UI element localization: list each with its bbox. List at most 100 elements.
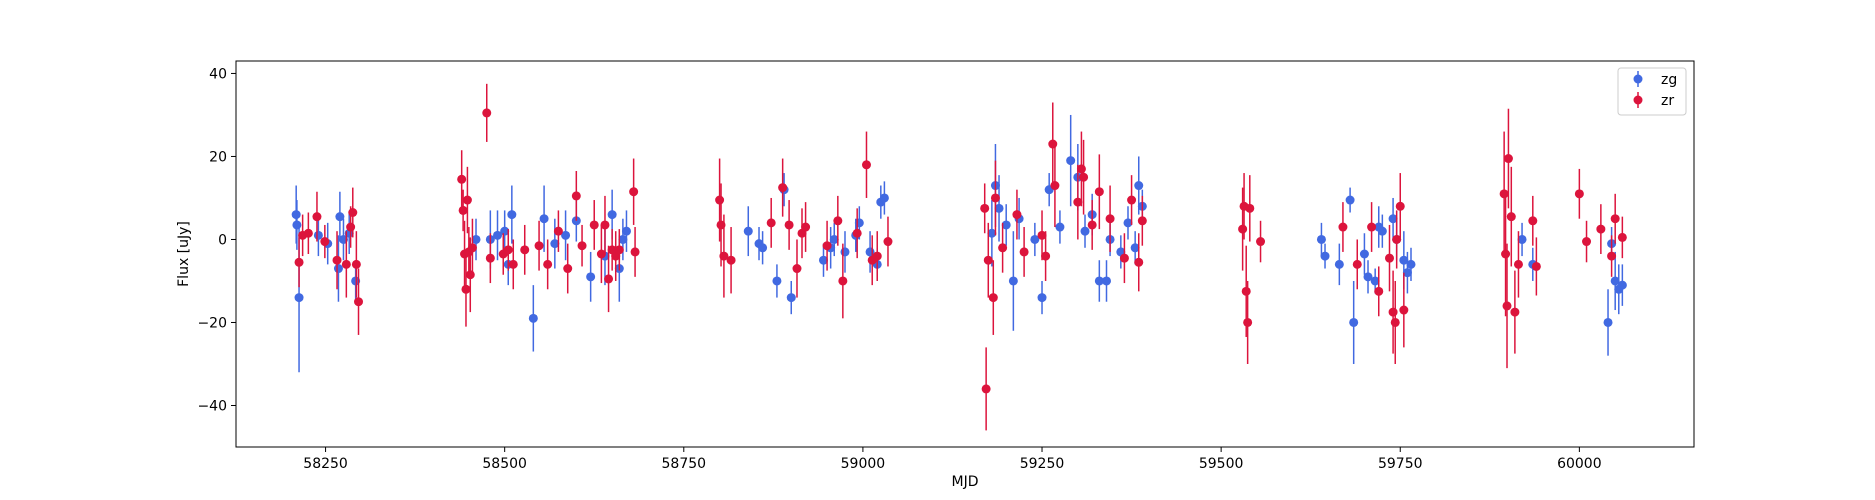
point-zr [1119,253,1129,263]
point-zg [829,234,839,244]
point-zg [994,203,1004,213]
point-zr [872,251,882,261]
point-zr [1399,305,1409,315]
point-zr [1256,237,1266,247]
point-zr [1374,286,1384,296]
x-tick-label: 59250 [1020,456,1065,472]
point-zg [1334,259,1344,269]
point-zr [351,259,361,269]
y-tick-label: 20 [209,149,227,165]
point-zr [1503,154,1513,164]
x-tick-label: 59750 [1378,456,1423,472]
point-zg [1094,276,1104,286]
point-zr [861,160,871,170]
point-zg [471,234,481,244]
point-zr [346,222,356,232]
plot-frame [235,60,1695,448]
point-zg [1134,181,1144,191]
point-zr [503,245,513,255]
point-zr [303,228,313,238]
x-tick-label: 59000 [841,456,886,472]
point-zr [988,293,998,303]
point-zg [333,264,343,274]
point-zr [1073,197,1083,207]
point-zr [726,255,736,265]
plot-background [236,61,1694,447]
point-zr [520,245,530,255]
point-zr [614,245,624,255]
point-zg [1345,195,1355,205]
point-zr [467,243,477,253]
point-zg [987,228,997,238]
point-zr [1610,214,1620,224]
point-zr [1087,220,1097,230]
point-zr [998,243,1008,253]
point-zr [458,205,468,215]
legend-entry-zr: zr [1633,92,1674,109]
x-tick-label: 58750 [662,456,707,472]
point-zr [1506,212,1516,222]
y-axis-ticks: −40 −20 0 20 40 [197,66,236,414]
y-tick-label: −20 [197,315,227,331]
point-zg [1320,251,1330,261]
point-zr [577,241,587,251]
point-zg [743,226,753,236]
point-zr [1105,214,1115,224]
point-zr [294,257,304,267]
series-zr [294,83,1627,431]
legend-label-zg: zg [1661,72,1677,88]
point-zg [1130,243,1140,253]
y-tick-label: 0 [218,232,227,248]
point-zr [1352,259,1362,269]
point-zg [1603,317,1613,327]
point-zr [1127,195,1137,205]
point-zr [822,241,832,251]
legend-marker-zr [1633,95,1643,105]
x-tick-label: 58250 [303,456,348,472]
point-zr [981,384,991,394]
point-zg [772,276,782,286]
point-zr [838,276,848,286]
point-zr [801,222,811,232]
point-zr [1094,187,1104,197]
x-tick-label: 59500 [1199,456,1244,472]
point-zr [1238,224,1248,234]
point-zr [596,249,606,259]
y-tick-label: 40 [209,66,227,82]
point-zg [500,226,510,236]
point-zr [1574,189,1584,199]
point-zr [1499,189,1509,199]
point-zr [630,247,640,257]
point-zg [840,247,850,257]
point-zr [784,220,794,230]
point-zg [621,226,631,236]
point-zr [312,212,322,222]
point-zg [1402,268,1412,278]
point-zr [1617,232,1627,242]
point-zg [1030,234,1040,244]
x-tick-label: 58500 [482,456,527,472]
point-zg [292,220,302,230]
point-zr [589,220,599,230]
legend: zg zr [1617,67,1687,116]
point-zr [1137,216,1147,226]
point-zg [1399,255,1409,265]
point-zr [1050,181,1060,191]
point-zr [485,253,495,263]
point-zg [786,293,796,303]
point-zr [629,187,639,197]
point-zg [1055,222,1065,232]
point-zg [1316,234,1326,244]
point-zr [1392,234,1402,244]
point-zr [1076,164,1086,174]
point-zr [508,259,518,269]
point-zr [465,270,475,280]
point-zr [462,195,472,205]
point-zr [534,241,544,251]
point-zg [1406,259,1416,269]
legend-entry-zg: zg [1633,71,1677,88]
point-zg [1102,276,1112,286]
point-zg [854,218,864,228]
